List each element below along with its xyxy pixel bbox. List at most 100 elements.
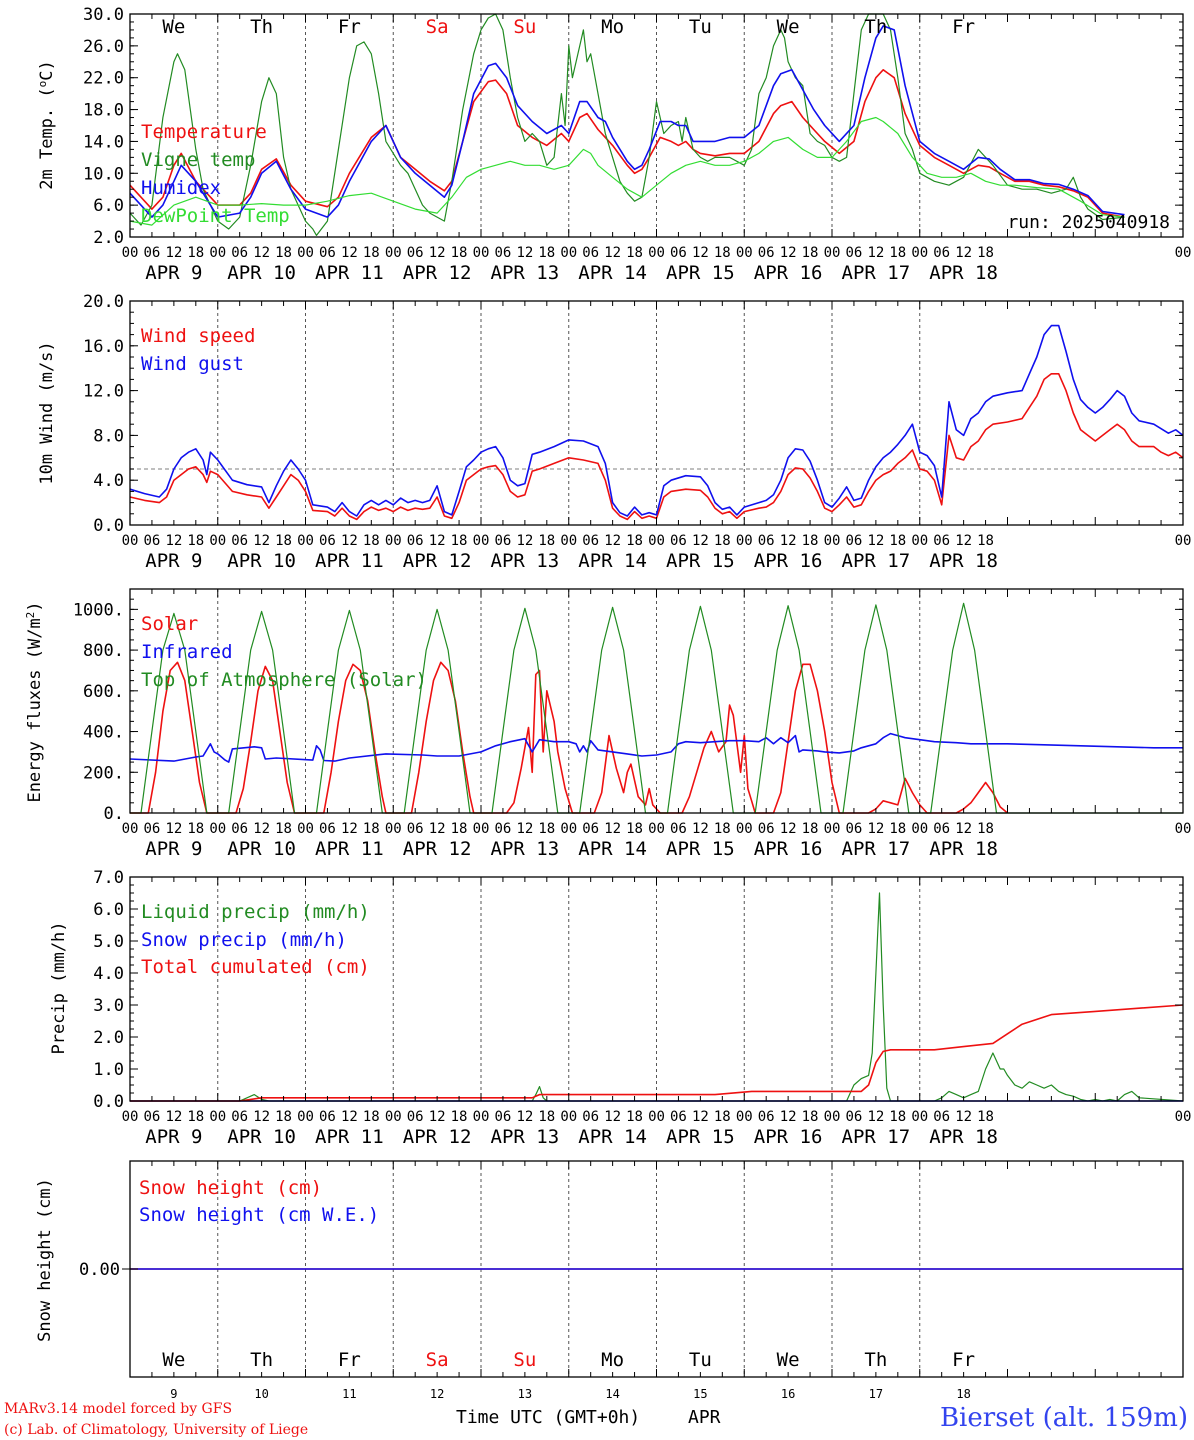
x-hour-label: 12 xyxy=(165,821,182,837)
y-tick-label: 0.0 xyxy=(93,1092,124,1112)
x-hour-label: 18 xyxy=(802,245,819,261)
day-name-label: We xyxy=(162,16,185,38)
y-axis-label: 2m Temp. (oC) xyxy=(36,60,58,189)
y-tick-label: 30.0 xyxy=(83,5,124,25)
x-hour-label: 06 xyxy=(582,533,599,549)
x-hour-label: 06 xyxy=(933,821,950,837)
day-name-label: Mo xyxy=(601,16,624,38)
x-hour-label: 18 xyxy=(275,1109,292,1125)
x-hour-label: 18 xyxy=(714,533,731,549)
day-name-label: Sa xyxy=(426,1349,449,1371)
x-date-label: APR 14 xyxy=(578,1126,647,1148)
x-hour-label: 18 xyxy=(538,1109,555,1125)
x-hour-label: 12 xyxy=(429,821,446,837)
day-name-label: We xyxy=(162,1349,185,1371)
x-date-label: APR 18 xyxy=(929,1126,998,1148)
x-hour-label: 18 xyxy=(451,821,468,837)
x-hour-label: 06 xyxy=(846,533,863,549)
y-axis-label: 10m Wind (m/s) xyxy=(37,341,57,484)
x-date-label: APR 12 xyxy=(403,262,472,284)
x-hour-label: 12 xyxy=(604,1109,621,1125)
y-tick-label: 14.0 xyxy=(83,132,124,152)
y-tick-label: 0. xyxy=(104,804,124,824)
x-hour-label: 18 xyxy=(275,245,292,261)
x-date-label: APR 14 xyxy=(578,262,647,284)
x-hour-label: 18 xyxy=(363,533,380,549)
day-number-label: 10 xyxy=(254,1387,268,1401)
x-hour-label: 18 xyxy=(714,1109,731,1125)
legend-entry: Temperature xyxy=(141,121,267,143)
x-hour-label: 06 xyxy=(231,821,248,837)
x-hour-label: 18 xyxy=(977,1109,994,1125)
x-date-label: APR 13 xyxy=(491,550,560,572)
x-hour-label: 00 xyxy=(385,245,402,261)
x-date-label: APR 17 xyxy=(842,550,911,572)
y-tick-label: 4.0 xyxy=(93,964,124,984)
x-hour-label: 00 xyxy=(297,821,314,837)
x-hour-label: 06 xyxy=(319,821,336,837)
legend-entry: Liquid precip (mm/h) xyxy=(141,901,370,923)
x-hour-label: 00 xyxy=(560,245,577,261)
x-hour-label: 00 xyxy=(736,1109,753,1125)
x-date-label: APR 15 xyxy=(666,550,735,572)
x-hour-label: 18 xyxy=(538,533,555,549)
y-axis-label: Precip (mm/h) xyxy=(49,921,69,1054)
x-date-label: APR 16 xyxy=(754,550,823,572)
y-tick-label: 20.0 xyxy=(83,292,124,312)
x-date-label: APR 16 xyxy=(754,262,823,284)
x-hour-label: 18 xyxy=(451,533,468,549)
legend-entry: Humidex xyxy=(141,177,221,199)
x-hour-label: 12 xyxy=(867,1109,884,1125)
x-hour-label: 18 xyxy=(275,533,292,549)
day-name-label: Th xyxy=(250,1349,273,1371)
x-hour-label: 06 xyxy=(495,1109,512,1125)
day-number-label: 9 xyxy=(170,1387,177,1401)
y-tick-label: 22.0 xyxy=(83,69,124,89)
x-date-label: APR 9 xyxy=(145,838,202,860)
x-hour-label: 00 xyxy=(911,245,928,261)
x-hour-label: 18 xyxy=(626,1109,643,1125)
y-tick-label: 12.0 xyxy=(83,382,124,402)
x-hour-label: 12 xyxy=(253,1109,270,1125)
x-date-label: APR 13 xyxy=(491,838,560,860)
x-date-label: APR 15 xyxy=(666,1126,735,1148)
day-number-label: 11 xyxy=(342,1387,356,1401)
x-hour-label: 12 xyxy=(253,821,270,837)
x-date-label: APR 17 xyxy=(842,838,911,860)
x-hour-label: 00 xyxy=(297,245,314,261)
x-hour-label: 06 xyxy=(670,245,687,261)
y-tick-label: 7.0 xyxy=(93,868,124,888)
series-line-vigne-temp xyxy=(129,13,1125,236)
x-hour-label: 12 xyxy=(780,821,797,837)
x-hour-label: 00 xyxy=(385,533,402,549)
x-hour-label: 00 xyxy=(122,1109,139,1125)
x-hour-label: 18 xyxy=(187,821,204,837)
x-hour-label: 18 xyxy=(538,821,555,837)
degree-mark: o xyxy=(36,81,49,88)
x-hour-label: 18 xyxy=(714,821,731,837)
x-hour-label: 06 xyxy=(758,1109,775,1125)
x-hour-label: 12 xyxy=(780,1109,797,1125)
x-hour-label: 12 xyxy=(341,533,358,549)
legend-entry: Snow height (cm) xyxy=(139,1177,322,1199)
series-line-total-cumulated-cm- xyxy=(130,1004,1184,1102)
legend-entry: Wind gust xyxy=(141,353,244,375)
y-tick-label: 1.0 xyxy=(93,1060,124,1080)
x-hour-label: 12 xyxy=(955,533,972,549)
x-hour-label: 00 xyxy=(122,821,139,837)
x-hour-label: 06 xyxy=(319,533,336,549)
x-hour-label: 00 xyxy=(473,245,490,261)
y-tick-label: 4.0 xyxy=(93,471,124,491)
x-hour-label: 06 xyxy=(407,245,424,261)
day-number-label: 12 xyxy=(430,1387,444,1401)
day-name-label: Su xyxy=(513,1349,536,1371)
x-hour-label: 18 xyxy=(802,1109,819,1125)
x-hour-label: 12 xyxy=(341,1109,358,1125)
x-date-label: APR 9 xyxy=(145,1126,202,1148)
x-hour-label: 18 xyxy=(538,245,555,261)
x-date-label: APR 11 xyxy=(315,838,384,860)
legend-entry: Wind speed xyxy=(141,325,255,347)
x-hour-label: 00 xyxy=(122,533,139,549)
x-hour-label: 18 xyxy=(626,245,643,261)
